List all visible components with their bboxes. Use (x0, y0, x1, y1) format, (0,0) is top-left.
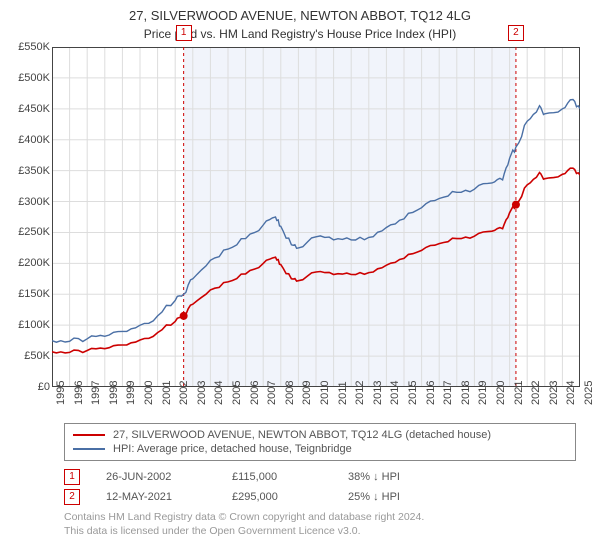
footnote-line2: This data is licensed under the Open Gov… (64, 525, 576, 539)
x-axis-label: 2001 (161, 381, 173, 405)
chart-legend: 27, SILVERWOOD AVENUE, NEWTON ABBOT, TQ1… (64, 423, 576, 461)
y-axis-label: £350K (10, 165, 50, 177)
legend-row: 27, SILVERWOOD AVENUE, NEWTON ABBOT, TQ1… (73, 428, 567, 442)
sale-marker-2: 2 (508, 25, 524, 41)
x-axis-label: 2023 (548, 381, 560, 405)
x-axis-label: 2013 (372, 381, 384, 405)
x-axis-label: 2022 (530, 381, 542, 405)
sale-date: 12-MAY-2021 (106, 491, 206, 503)
x-axis-label: 2006 (249, 381, 261, 405)
sale-delta: 25% ↓ HPI (348, 491, 400, 503)
sale-price: £115,000 (232, 471, 322, 483)
x-axis-label: 2014 (389, 381, 401, 405)
legend-row: HPI: Average price, detached house, Teig… (73, 442, 567, 456)
sale-marker-inline: 2 (64, 489, 80, 505)
y-axis-label: £150K (10, 288, 50, 300)
y-axis-label: £200K (10, 257, 50, 269)
x-axis-label: 1999 (125, 381, 137, 405)
y-axis-label: £550K (10, 41, 50, 53)
x-axis-label: 2017 (442, 381, 454, 405)
x-axis-label: 1998 (108, 381, 120, 405)
y-axis-label: £0 (10, 381, 50, 393)
sale-row: 1 26-JUN-2002 £115,000 38% ↓ HPI (64, 467, 576, 487)
x-axis-label: 2025 (583, 381, 595, 405)
y-axis-label: £300K (10, 196, 50, 208)
sale-row: 2 12-MAY-2021 £295,000 25% ↓ HPI (64, 487, 576, 507)
x-axis-label: 2021 (513, 381, 525, 405)
chart-svg (52, 47, 580, 387)
sale-date: 26-JUN-2002 (106, 471, 206, 483)
sale-delta: 38% ↓ HPI (348, 471, 400, 483)
x-axis-label: 2011 (337, 381, 349, 405)
footnote-line1: Contains HM Land Registry data © Crown c… (64, 511, 576, 525)
x-axis-label: 2007 (266, 381, 278, 405)
sale-marker-inline: 1 (64, 469, 80, 485)
legend-label: HPI: Average price, detached house, Teig… (113, 443, 352, 455)
chart-plot-area: £0£50K£100K£150K£200K£250K£300K£350K£400… (52, 47, 580, 387)
legend-label: 27, SILVERWOOD AVENUE, NEWTON ABBOT, TQ1… (113, 429, 491, 441)
x-axis-label: 2010 (319, 381, 331, 405)
sales-table: 1 26-JUN-2002 £115,000 38% ↓ HPI 2 12-MAY-202… (64, 467, 576, 507)
y-axis-label: £450K (10, 103, 50, 115)
x-axis-label: 2018 (460, 381, 472, 405)
x-axis-label: 2002 (178, 381, 190, 405)
x-axis-label: 2015 (407, 381, 419, 405)
x-axis-label: 2019 (477, 381, 489, 405)
x-axis-label: 2009 (301, 381, 313, 405)
y-axis-label: £250K (10, 226, 50, 238)
x-axis-label: 1995 (55, 381, 67, 405)
y-axis-label: £100K (10, 319, 50, 331)
chart-title-address: 27, SILVERWOOD AVENUE, NEWTON ABBOT, TQ1… (12, 8, 588, 23)
x-axis-label: 2008 (284, 381, 296, 405)
footnote: Contains HM Land Registry data © Crown c… (64, 511, 576, 538)
y-axis-label: £500K (10, 72, 50, 84)
x-axis-label: 2020 (495, 381, 507, 405)
chart-title-sub: Price paid vs. HM Land Registry's House … (12, 27, 588, 41)
x-axis-label: 2016 (425, 381, 437, 405)
x-axis-label: 1996 (73, 381, 85, 405)
y-axis-label: £50K (10, 350, 50, 362)
x-axis-label: 2004 (213, 381, 225, 405)
legend-swatch (73, 434, 105, 436)
legend-swatch (73, 448, 105, 450)
sale-price: £295,000 (232, 491, 322, 503)
x-axis-label: 2012 (354, 381, 366, 405)
sale-marker-1: 1 (176, 25, 192, 41)
x-axis-label: 2000 (143, 381, 155, 405)
y-axis-label: £400K (10, 134, 50, 146)
x-axis-label: 1997 (90, 381, 102, 405)
x-axis-label: 2024 (565, 381, 577, 405)
x-axis-label: 2003 (196, 381, 208, 405)
x-axis-label: 2005 (231, 381, 243, 405)
